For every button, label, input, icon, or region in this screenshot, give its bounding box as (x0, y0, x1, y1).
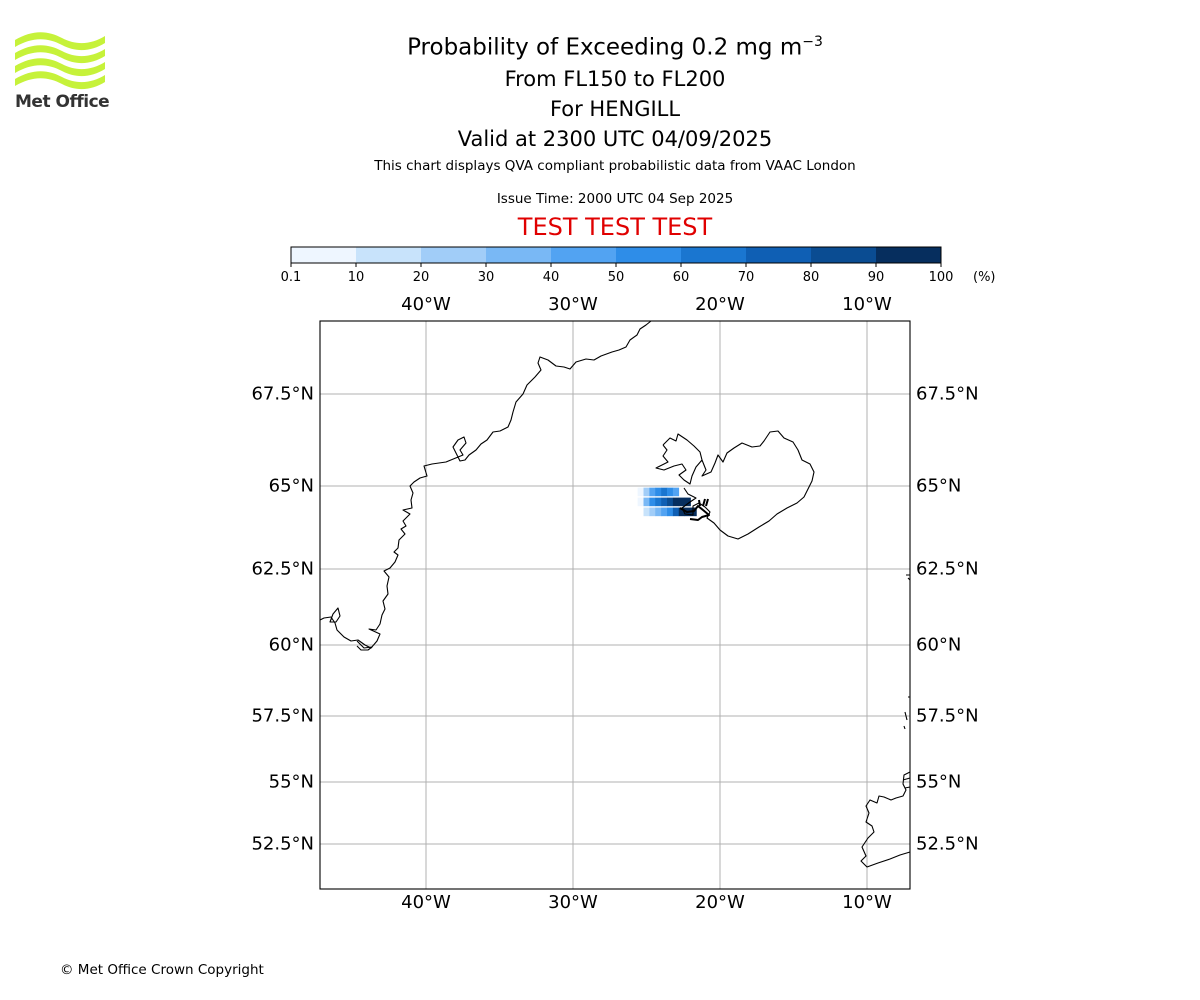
title-unit-exponent: −3 (802, 34, 823, 50)
colorbar (290, 246, 942, 267)
probability-cell (661, 487, 668, 497)
latitude-label: 57.5°N (916, 705, 979, 727)
latitude-label: 65°N (268, 475, 314, 497)
probability-cell (684, 497, 691, 507)
probability-cell (678, 497, 685, 507)
latitude-label: 55°N (916, 771, 962, 793)
longitude-label: 20°W (695, 892, 745, 913)
latitude-label: 67.5°N (916, 383, 979, 405)
latitude-label: 67.5°N (251, 383, 314, 405)
colorbar-tick-label: 60 (672, 270, 690, 285)
longitude-label: 20°W (695, 294, 745, 315)
probability-cell (672, 487, 680, 497)
colorbar-segment (876, 247, 942, 263)
map-frame (319, 320, 911, 890)
longitude-label: 40°W (401, 892, 451, 913)
colorbar-tick-label: 80 (802, 270, 820, 285)
colorbar-segment (356, 247, 422, 263)
latitude-label: 65°N (916, 475, 962, 497)
probability-cell (661, 497, 668, 507)
longitude-label: 30°W (548, 892, 598, 913)
coastline-iceland (655, 430, 815, 540)
colorbar-segment (486, 247, 552, 263)
title-line-4: Valid at 2300 UTC 04/09/2025 (457, 126, 773, 151)
probability-cell (643, 497, 650, 507)
probability-cell (649, 497, 656, 507)
chart-title: Probability of Exceeding 0.2 mg m−3 From… (315, 26, 915, 154)
colorbar-segment (616, 247, 682, 263)
colorbar-tick-label: 100 (928, 270, 954, 285)
longitude-label: 10°W (842, 294, 892, 315)
latitude-label: 57.5°N (251, 705, 314, 727)
latitude-label: 55°N (268, 771, 314, 793)
title-line-2: From FL150 to FL200 (504, 66, 726, 91)
latitude-label: 60°N (916, 634, 962, 656)
description-text: This chart displays QVA compliant probab… (374, 158, 856, 174)
colorbar-tick-label: 30 (477, 270, 495, 285)
probability-cell (667, 487, 674, 497)
probability-cell (667, 507, 674, 517)
logo-text: Met Office (15, 92, 110, 112)
colorbar-segment (551, 247, 617, 263)
probability-cell (649, 507, 656, 517)
logo-wave (15, 45, 105, 64)
met-office-logo (15, 32, 105, 90)
colorbar-unit: (%) (973, 270, 996, 285)
probability-cell (672, 497, 680, 507)
colorbar-segment (681, 247, 747, 263)
longitude-label: 40°W (401, 294, 451, 315)
probability-cell (649, 487, 656, 497)
colorbar-tick-label: 50 (607, 270, 625, 285)
colorbar-tick-label: 0.1 (280, 270, 302, 285)
probability-cell (643, 487, 650, 497)
issue-time-text: Issue Time: 2000 UTC 04 Sep 2025 (496, 191, 734, 207)
colorbar-tick-label: 70 (737, 270, 755, 285)
latitude-label: 52.5°N (251, 833, 314, 855)
coastline-scotland (860, 771, 911, 868)
colorbar-tick-label: 90 (867, 270, 885, 285)
longitude-label: 30°W (548, 294, 598, 315)
probability-cell (655, 507, 662, 517)
gridlines (320, 321, 910, 889)
coastline-hebrides (902, 777, 911, 789)
probability-cell (637, 497, 644, 507)
colorbar-tick-label: 10 (347, 270, 365, 285)
latitude-label: 62.5°N (251, 558, 314, 580)
logo-wave (15, 58, 105, 77)
latitude-label: 60°N (268, 634, 314, 656)
coastline-faroe (906, 574, 911, 581)
title-line-1: Probability of Exceeding 0.2 mg m−3 (315, 26, 915, 64)
probability-cell (655, 497, 662, 507)
colorbar-segment (811, 247, 877, 263)
probability-cell (667, 497, 674, 507)
coastline-shetland (903, 696, 910, 730)
probability-cell (672, 507, 680, 517)
logo-wave (15, 71, 105, 90)
colorbar-segment (291, 247, 357, 263)
latitude-label: 52.5°N (916, 833, 979, 855)
colorbar-segment (421, 247, 487, 263)
probability-cell (643, 507, 650, 517)
probability-cell (637, 487, 644, 497)
latitude-label: 62.5°N (916, 558, 979, 580)
probability-cell (661, 507, 668, 517)
coastline-iceland-reykjanes (679, 498, 710, 521)
probability-cell (655, 487, 662, 497)
test-banner: TEST TEST TEST (517, 213, 713, 241)
colorbar-tick-label: 20 (412, 270, 430, 285)
probability-cell (678, 507, 685, 517)
title-line-3: For HENGILL (549, 96, 681, 121)
logo-waves (15, 32, 105, 90)
title-line-1-text: Probability of Exceeding 0.2 mg m (407, 34, 803, 61)
coastline-greenland-tip (356, 640, 373, 651)
coastlines (319, 320, 911, 868)
logo-wave (15, 32, 105, 51)
coastline-greenland (319, 320, 652, 649)
colorbar-tick-label: 40 (542, 270, 560, 285)
copyright-text: © Met Office Crown Copyright (60, 962, 264, 978)
colorbar-segment (746, 247, 812, 263)
longitude-label: 10°W (842, 892, 892, 913)
